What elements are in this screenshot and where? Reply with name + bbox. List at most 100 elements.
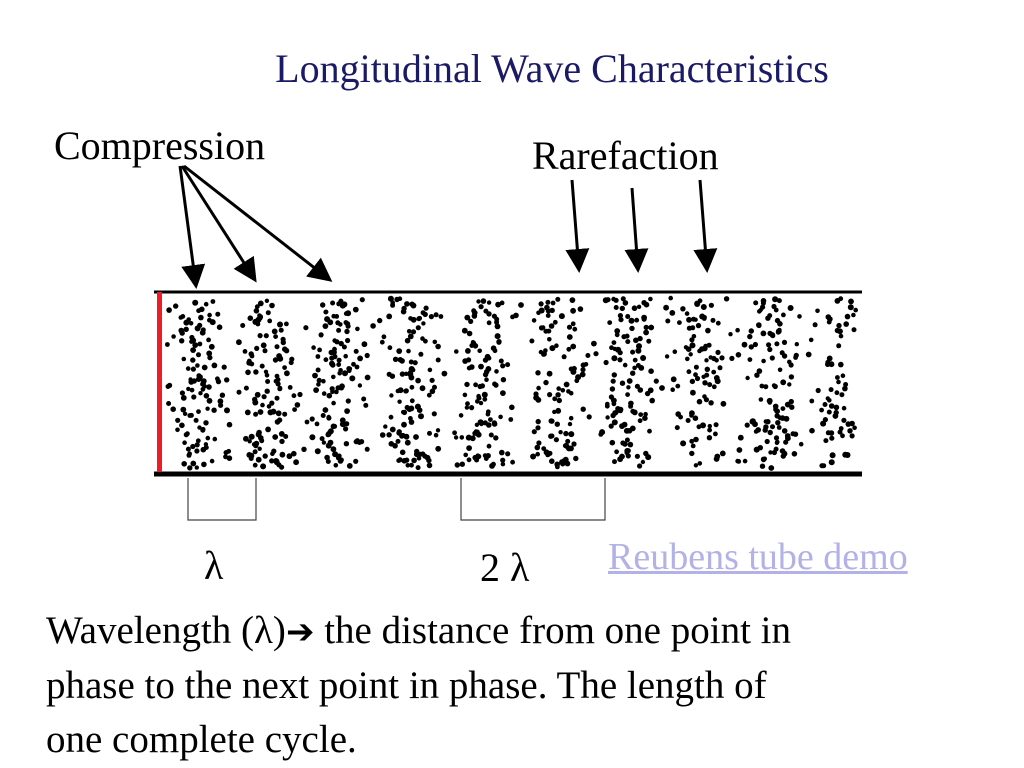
particle-dot: [772, 403, 779, 410]
particle-dot: [165, 342, 170, 347]
particle-dot: [822, 402, 828, 407]
particle-dot: [342, 370, 348, 377]
particle-dot: [719, 450, 726, 457]
reubens-tube-demo-link[interactable]: Reubens tube demo: [608, 536, 908, 578]
particle-dot: [364, 352, 370, 359]
particle-dot: [774, 440, 780, 445]
particle-dot: [547, 392, 553, 398]
particle-dot: [567, 421, 573, 427]
particle-dot: [408, 374, 415, 381]
particle-dot: [555, 408, 562, 414]
particle-dot: [190, 443, 196, 450]
particle-dot: [766, 342, 772, 348]
particle-dot: [777, 367, 783, 373]
particle-dot: [544, 304, 550, 311]
particle-dot: [219, 392, 226, 398]
particle-dot: [203, 393, 210, 399]
particle-dot: [630, 370, 636, 376]
particle-dot: [183, 432, 189, 438]
particle-dot: [345, 398, 351, 404]
particle-dot: [700, 422, 706, 429]
particle-dot: [556, 397, 562, 404]
compression-arrow-1: [178, 165, 206, 289]
particle-dot: [364, 446, 370, 452]
particle-dot: [742, 458, 748, 464]
particle-dot: [453, 435, 459, 440]
particle-dot: [646, 338, 652, 344]
particle-dot: [828, 361, 835, 368]
particle-dot: [207, 312, 212, 318]
particle-dot: [464, 314, 471, 321]
particle-dot: [243, 385, 249, 391]
particle-dot: [223, 450, 229, 456]
particle-dot: [693, 436, 699, 443]
particle-dot: [570, 307, 576, 314]
particle-dot: [715, 349, 721, 355]
particle-dot: [401, 421, 407, 428]
particle-dot: [694, 375, 701, 382]
particle-dot: [247, 315, 254, 322]
particle-dot: [332, 346, 337, 352]
particle-dot: [608, 423, 614, 429]
particle-dot: [643, 450, 649, 457]
particle-dot: [255, 456, 262, 463]
particle-dot: [825, 314, 832, 320]
particle-dot: [545, 452, 551, 458]
particle-dot: [226, 455, 233, 462]
particle-dot: [500, 363, 506, 369]
particle-dot: [702, 394, 707, 399]
particle-dot: [386, 432, 392, 438]
particle-dot: [432, 384, 437, 390]
particle-dot: [186, 317, 191, 322]
particle-dot: [338, 322, 343, 327]
particle-dot: [332, 451, 339, 458]
compression-arrow-3: [183, 164, 333, 282]
particle-dot: [494, 323, 501, 330]
particle-dot: [708, 302, 715, 308]
particle-dot: [563, 381, 570, 388]
particle-dot: [194, 465, 199, 470]
particle-dot: [745, 375, 750, 381]
particle-dot: [334, 339, 340, 345]
particle-dot: [257, 446, 262, 451]
particle-dot: [609, 386, 616, 392]
particle-dot: [484, 369, 490, 375]
particle-dot: [541, 325, 546, 330]
particle-dot: [314, 448, 321, 455]
particle-dot: [629, 325, 635, 332]
particle-dot: [713, 456, 720, 462]
particle-dot: [315, 354, 321, 359]
particle-dot: [715, 320, 721, 326]
particle-dot: [251, 442, 257, 447]
compression-arrow-2: [180, 165, 257, 283]
particle-dot: [686, 369, 692, 375]
particle-dot: [827, 398, 832, 403]
particle-dot: [438, 314, 444, 319]
particle-dot: [482, 396, 488, 402]
particle-dot: [203, 301, 209, 307]
particle-dot: [838, 333, 844, 339]
particle-dot: [812, 322, 818, 328]
particle-dot: [552, 319, 558, 325]
particle-dot: [791, 451, 798, 457]
particle-dot: [832, 413, 839, 419]
particle-dot: [771, 383, 777, 388]
particle-dot: [498, 358, 504, 364]
particle-dot: [190, 347, 197, 353]
particle-dot: [763, 424, 769, 430]
particle-dot: [575, 374, 582, 381]
particle-dot: [404, 371, 409, 376]
particle-dot: [618, 317, 624, 323]
particle-dot: [341, 344, 347, 350]
particle-dot: [704, 372, 710, 378]
particle-dot: [768, 450, 773, 455]
particle-dot: [260, 463, 267, 470]
particle-dot: [361, 341, 368, 348]
particle-dot: [179, 338, 185, 344]
particle-dot: [323, 309, 329, 315]
particle-dot: [840, 373, 846, 379]
particle-dot: [735, 458, 740, 464]
particle-dot: [798, 441, 804, 447]
particle-dot: [194, 325, 201, 332]
particle-dot: [617, 313, 624, 319]
